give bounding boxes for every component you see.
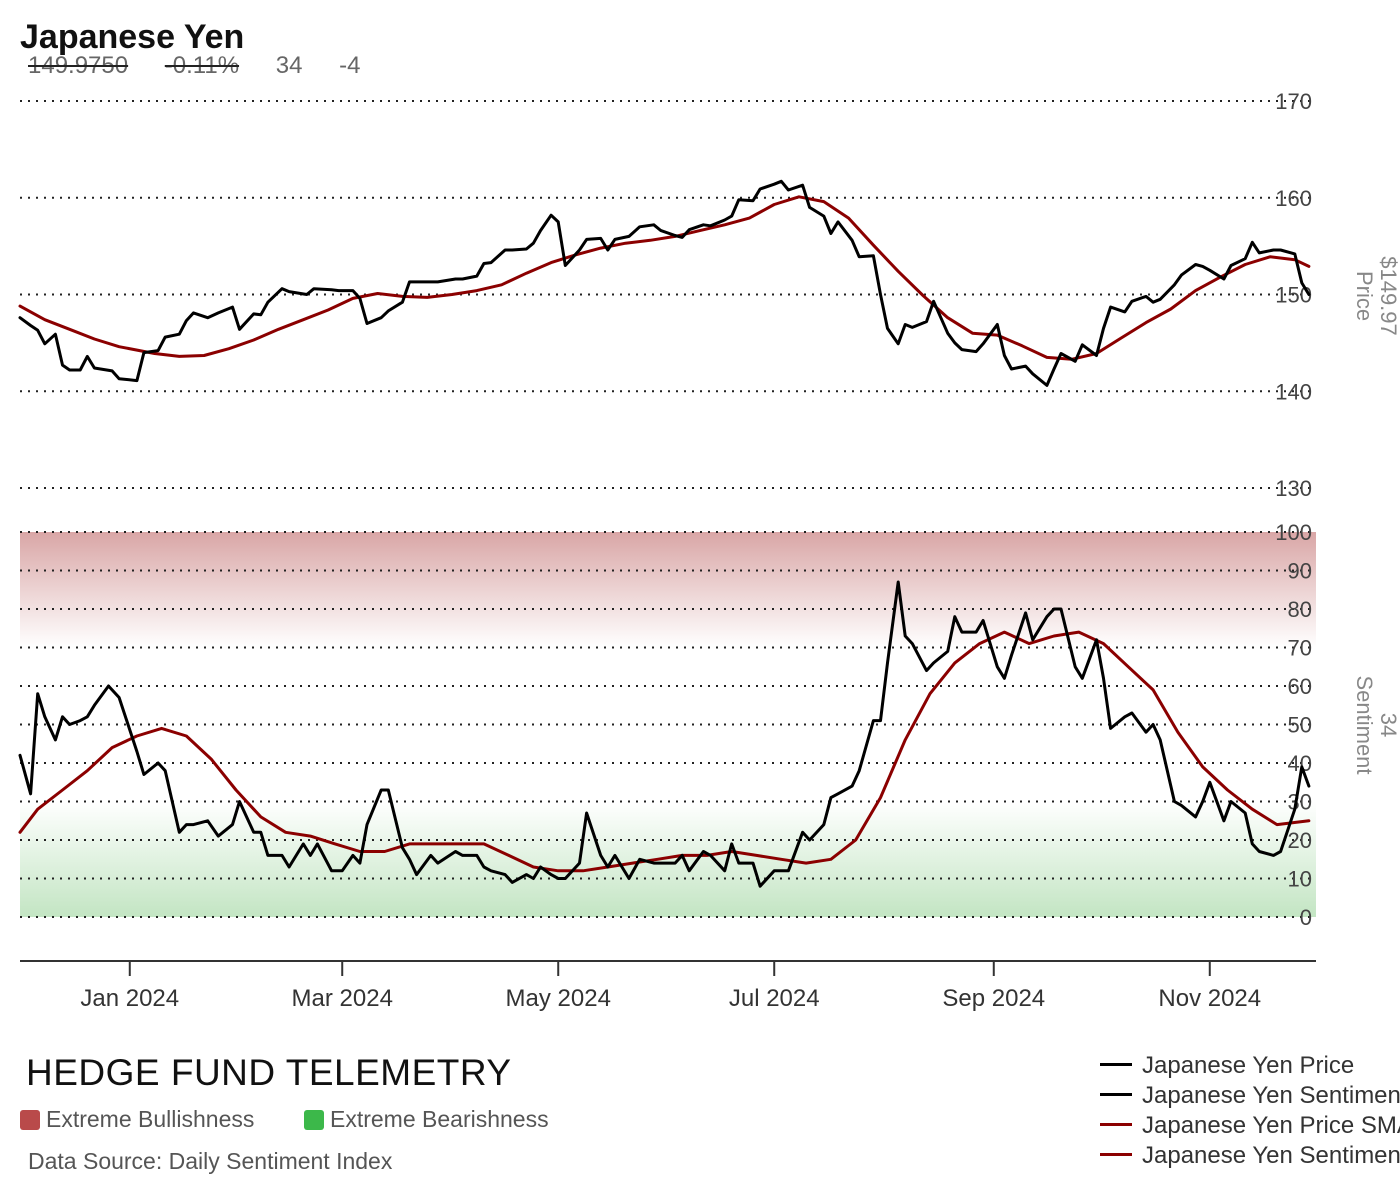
sentiment-tick-label: 60 [1288,674,1312,699]
sentiment-axis-title-text: Sentiment [1352,675,1377,774]
legend-label: Japanese Yen Price SMA [1142,1112,1400,1139]
sentiment-change: -4 [339,52,361,79]
price-axis-title-text: Price [1352,271,1377,321]
grid-lines [20,100,1316,918]
series-lines [18,179,1311,888]
legend-item-sentiment[interactable]: Japanese Yen Sentiment [1100,1082,1400,1112]
bull-zone [20,532,1316,648]
bull-zone-label: Extreme Bullishness [46,1106,255,1132]
sentiment-tick-label: 70 [1288,636,1312,661]
sentiment-axis-title: Sentiment 34 [1352,675,1400,774]
legend-label: Japanese Yen Price [1142,1052,1355,1079]
legend-label: Japanese Yen Sentiment [1142,1082,1400,1109]
price-axis-title-text: $149.97 [1376,256,1400,336]
price-tick-label: 130 [1275,476,1312,501]
axis-titles: Price $149.97 Sentiment 34 [1352,256,1400,774]
chart-title: Japanese Yen [20,18,245,56]
legend-item-sentiment-sma[interactable]: Japanese Yen Sentiment SMA [1100,1142,1400,1172]
legend-label: Japanese Yen Sentiment SMA [1142,1142,1400,1169]
header-stats: 149.9750 -0.11% 34 -4 [28,52,390,80]
bear-zone-label: Extreme Bearishness [330,1106,549,1132]
brand-name: HEDGE FUND TELEMETRY [26,1052,512,1093]
legend-line-icon [1100,1093,1132,1096]
legend-line-icon [1100,1063,1132,1066]
sentiment-line [18,580,1311,888]
price-tick-label: 150 [1275,283,1312,308]
x-tick-label: Mar 2024 [292,985,393,1012]
x-tick-label: Jan 2024 [80,985,179,1012]
sentiment-sma-line [18,630,1311,873]
legend-line-icon [1100,1123,1132,1126]
sentiment-tick-label: 30 [1288,790,1312,815]
sentiment-tick-label: 100 [1275,520,1312,545]
bull-swatch [20,1110,40,1130]
sentiment-tick-label: 50 [1288,713,1312,738]
price-tick-label: 140 [1275,379,1312,404]
sentiment-tick-label: 80 [1288,597,1312,622]
sentiment-zones [20,532,1316,917]
legend-item-price-sma[interactable]: Japanese Yen Price SMA [1100,1112,1400,1142]
sentiment-tick-label: 90 [1288,559,1312,584]
x-axis: Jan 2024 Mar 2024 May 2024 Jul 2024 Sep 2024… [20,960,1316,1012]
sentiment-tick-label: 0 [1300,905,1312,930]
price-tick-label: 160 [1275,186,1312,211]
x-tick-label: Jul 2024 [729,985,820,1012]
price-line [18,179,1311,387]
last-price: 149.9750 [28,52,129,79]
bear-zone-key: Extreme Bearishness [304,1106,549,1133]
sentiment-axis-title-text: 34 [1376,713,1400,737]
x-tick-label: Nov 2024 [1158,985,1261,1012]
data-source: Data Source: Daily Sentiment Index [28,1148,393,1174]
legend: Japanese Yen Price Japanese Yen Sentimen… [1100,1052,1400,1172]
price-sma-line [18,195,1311,361]
bear-swatch [304,1110,324,1130]
sentiment-tick-label: 20 [1288,828,1312,853]
x-tick-label: Sep 2024 [942,985,1045,1012]
x-tick-label: May 2024 [506,985,611,1012]
legend-line-icon [1100,1153,1132,1156]
sentiment-tick-label: 10 [1288,867,1312,892]
bull-zone-key: Extreme Bullishness [20,1106,254,1133]
legend-item-price[interactable]: Japanese Yen Price [1100,1052,1400,1082]
bear-zone [20,801,1316,917]
price-tick-label: 170 [1275,89,1312,114]
sentiment-value: 34 [275,52,303,79]
price-axis-title: Price $149.97 [1352,256,1400,336]
price-change: -0.11% [164,52,240,79]
